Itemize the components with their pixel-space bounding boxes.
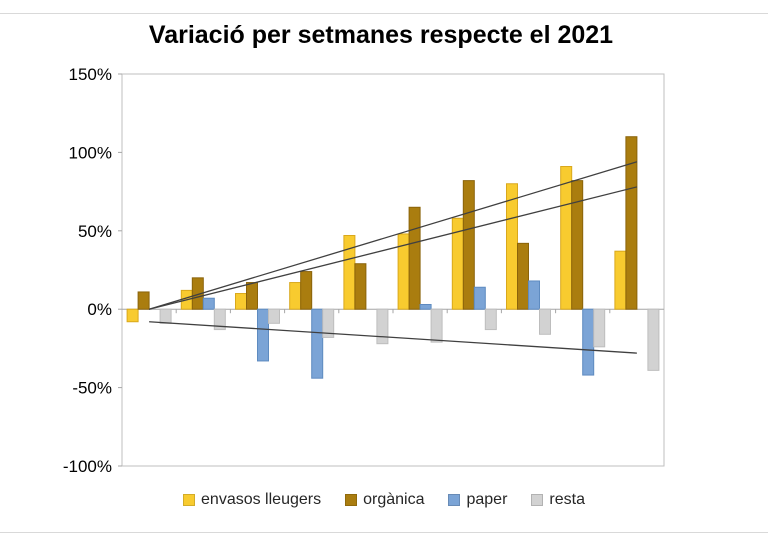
bar-resta-week-6	[430, 308, 443, 343]
bar-resta-week-10	[647, 308, 660, 371]
bar-resta-week-9	[593, 308, 606, 348]
bar-organica-week-1	[137, 291, 150, 310]
bar-organica-week-2	[191, 277, 204, 310]
bar-organica-week-4	[300, 271, 313, 310]
legend-label-organica: orgànica	[363, 491, 425, 508]
bar-organica-week-8	[517, 242, 529, 310]
legend-swatch-envasos-lleugers	[183, 494, 196, 506]
bar-paper-week-2	[202, 297, 215, 310]
bar-paper-week-9	[582, 308, 595, 376]
bar-resta-week-7	[484, 308, 497, 331]
bar-resta-week-3	[268, 308, 280, 324]
bar-organica-week-6	[408, 206, 421, 310]
trendline-upper	[148, 161, 638, 310]
legend-item-resta: resta	[531, 491, 585, 509]
legend-item-paper: paper	[448, 491, 507, 509]
chart-title: Variació per setmanes respecte el 2021	[148, 21, 614, 49]
legend-item-envasos-lleugers: envasos lleugers	[183, 491, 321, 509]
legend-swatch-resta	[531, 494, 544, 506]
page-top-border	[0, 13, 768, 14]
bar-organica-week-10	[625, 136, 638, 310]
bar-organica-week-7	[462, 180, 475, 310]
y-axis-tick-label: -100%	[63, 457, 112, 476]
bar-envasos-lleugers-week-3	[235, 293, 247, 310]
bar-resta-week-5	[376, 308, 389, 345]
chart-legend: envasos lleugers orgànica paper resta	[0, 491, 768, 509]
bar-paper-week-8	[528, 280, 540, 310]
legend-swatch-paper	[448, 494, 461, 506]
bar-envasos-lleugers-week-4	[289, 282, 302, 310]
legend-label-envasos-lleugers: envasos lleugers	[201, 491, 322, 508]
y-axis-tick-label: 150%	[69, 65, 112, 84]
trendline-lower	[149, 321, 637, 354]
bar-envasos-lleugers-week-10	[614, 250, 627, 310]
bar-organica-week-5	[354, 263, 367, 310]
bar-paper-week-7	[473, 286, 486, 310]
legend-item-organica: orgànica	[345, 491, 424, 509]
y-axis-tick-label: 50%	[78, 222, 112, 241]
bar-paper-week-4	[311, 308, 324, 379]
bar-envasos-lleugers-week-1	[126, 308, 139, 323]
bar-organica-week-3	[246, 282, 258, 310]
bar-envasos-lleugers-week-8	[506, 183, 518, 310]
legend-label-paper: paper	[466, 491, 508, 508]
bar-envasos-lleugers-week-9	[560, 166, 573, 310]
bar-paper-week-3	[257, 308, 269, 362]
bar-resta-week-4	[322, 308, 335, 338]
y-axis-tick-label: -50%	[72, 379, 112, 398]
bar-envasos-lleugers-week-5	[343, 235, 356, 310]
page-bottom-border	[0, 532, 768, 533]
bar-resta-week-1	[159, 308, 172, 324]
legend-swatch-organica	[345, 494, 358, 506]
plot-border	[121, 73, 665, 467]
bar-resta-week-2	[213, 308, 226, 331]
trendline-middle	[148, 186, 638, 310]
y-axis-tick-label: 100%	[69, 143, 112, 162]
bar-organica-week-9	[571, 180, 584, 310]
legend-label-resta: resta	[549, 491, 585, 508]
y-axis-tick-label: 0%	[87, 300, 112, 319]
bar-resta-week-8	[539, 308, 551, 335]
bar-paper-week-6	[419, 303, 432, 310]
